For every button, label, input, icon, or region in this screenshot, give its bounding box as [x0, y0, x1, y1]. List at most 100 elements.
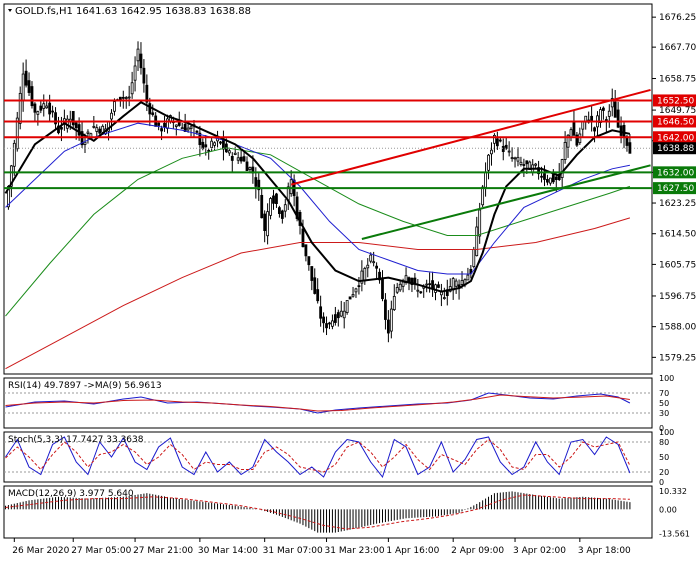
- level-badge: [653, 115, 696, 128]
- candle-body: [236, 157, 240, 161]
- candle-body: [233, 152, 237, 155]
- candle-body: [460, 280, 464, 285]
- level-badge-label: 1627.50: [657, 184, 694, 194]
- candle-body: [127, 96, 131, 99]
- level-badge-label: 1632.00: [657, 168, 694, 178]
- candle-body: [610, 98, 614, 108]
- candle-body: [33, 103, 37, 113]
- level-badge: [653, 131, 696, 144]
- candle-body: [554, 176, 558, 181]
- stoch-panel-frame: [3, 431, 653, 483]
- candle-body: [560, 159, 564, 178]
- candle-body: [133, 65, 137, 81]
- candle-body: [369, 254, 373, 262]
- candle-body: [180, 127, 184, 130]
- price-tick-label: 1588.00: [659, 323, 696, 333]
- candle-body: [260, 194, 264, 219]
- price-tick-label: 1649.75: [659, 106, 696, 116]
- candle-body: [163, 122, 166, 128]
- candle-body: [622, 124, 626, 138]
- trend-line-trend_up: [361, 164, 651, 240]
- level-badge-label: 1646.50: [657, 117, 694, 127]
- candle-body: [398, 283, 402, 291]
- macd-tick-label: 10.332: [659, 487, 687, 496]
- candle-body: [410, 277, 414, 286]
- time-label: 2 Apr 09:00: [451, 546, 504, 556]
- candle-body: [454, 280, 458, 287]
- candle-body: [475, 226, 479, 257]
- time-label: 1 Apr 16:00: [386, 546, 439, 556]
- candle-body: [534, 163, 538, 166]
- candle-body: [92, 125, 96, 128]
- candle-body: [495, 138, 499, 147]
- candle-body: [607, 110, 611, 117]
- candle-body: [354, 288, 358, 293]
- price-tick-label: 1579.25: [659, 353, 696, 363]
- candle-body: [386, 319, 390, 334]
- price-tick-label: 1623.25: [659, 199, 696, 209]
- price-header: GOLD.fs,H1 1641.63 1642.95 1638.83 1638.…: [15, 6, 251, 17]
- rsi-series-indicator_signal: [5, 394, 630, 412]
- time-label: 27 Mar 21:00: [133, 546, 193, 556]
- candle-body: [174, 124, 178, 127]
- time-label: 27 Mar 05:00: [71, 546, 131, 556]
- ma-slow-line: [5, 147, 631, 317]
- candle-body: [351, 294, 355, 297]
- candle-body: [301, 228, 305, 248]
- candle-body: [322, 316, 325, 324]
- candle-body: [395, 287, 399, 293]
- rsi-tick-label: 30: [659, 409, 669, 418]
- stoch-tick-label: 0: [659, 478, 664, 487]
- macd-signal-line: [5, 494, 630, 530]
- candle-body: [54, 112, 57, 125]
- candle-body: [248, 167, 252, 170]
- rsi-tick-label: 100: [659, 374, 674, 383]
- level-badge: [653, 166, 696, 179]
- candle-body: [7, 186, 10, 208]
- candle-body: [60, 127, 63, 130]
- candle-body: [204, 144, 208, 148]
- candle-body: [548, 177, 552, 184]
- stoch-series-indicator_signal: [5, 438, 631, 473]
- candle-body: [572, 122, 576, 136]
- candle-body: [198, 132, 202, 146]
- candle-body: [289, 179, 293, 195]
- candle-body: [177, 122, 181, 126]
- candle-body: [328, 322, 331, 325]
- candle-body: [148, 103, 152, 115]
- price-tick-label: 1614.50: [659, 230, 696, 240]
- candle-body: [86, 131, 90, 134]
- candle-body: [493, 135, 496, 144]
- candle-body: [484, 171, 487, 188]
- candle-body: [71, 111, 75, 126]
- candle-body: [254, 177, 258, 187]
- candle-body: [366, 264, 370, 269]
- candle-body: [245, 161, 249, 171]
- candle-body: [27, 80, 31, 93]
- candle-body: [363, 267, 367, 282]
- current-price-label: 1638.88: [657, 144, 694, 154]
- candle-body: [21, 73, 25, 101]
- candle-body: [498, 139, 502, 142]
- candle-body: [575, 134, 579, 146]
- candle-body: [57, 125, 60, 134]
- candle-body: [487, 154, 490, 171]
- candle-body: [543, 173, 546, 180]
- rsi-tick-label: 50: [659, 399, 669, 408]
- candle-body: [239, 156, 243, 162]
- candle-body: [540, 175, 543, 178]
- candle-body: [513, 157, 517, 160]
- candle-body: [166, 118, 169, 129]
- candle-body: [295, 196, 299, 219]
- macd-header: MACD(12,26,9) 3.977 5.640: [8, 489, 134, 499]
- candle-body: [442, 297, 446, 299]
- candle-body: [98, 128, 102, 134]
- candle-body: [602, 107, 605, 111]
- candle-body: [490, 149, 493, 155]
- candle-body: [581, 121, 585, 130]
- level-badge-label: 1642.00: [657, 133, 694, 143]
- candle-body: [336, 312, 340, 319]
- candle-body: [360, 270, 364, 284]
- price-tick-label: 1667.70: [659, 43, 696, 53]
